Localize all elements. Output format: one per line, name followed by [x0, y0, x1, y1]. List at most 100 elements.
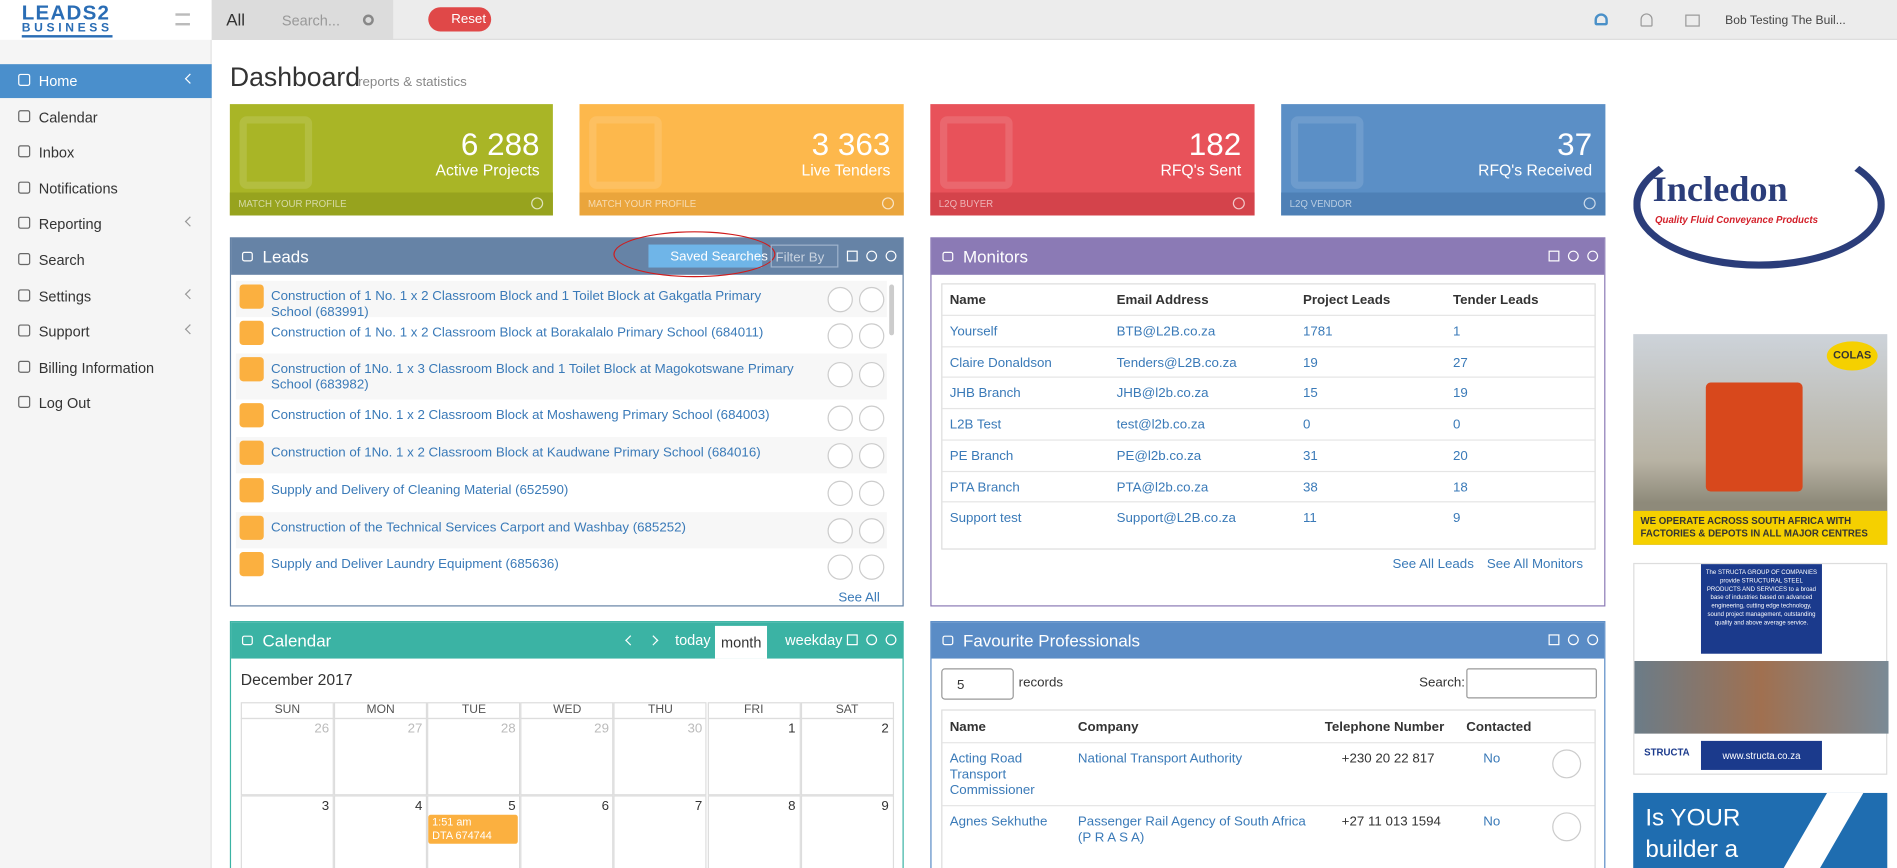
lead-action[interactable]: [827, 443, 853, 469]
sidebar-item[interactable]: Home: [0, 64, 212, 99]
lead-action[interactable]: [858, 518, 885, 544]
panel-control[interactable]: [1567, 250, 1579, 262]
filter-dropdown[interactable]: Filter By: [770, 244, 839, 268]
panel-control[interactable]: [1548, 634, 1560, 646]
day-cell[interactable]: 9: [800, 795, 894, 868]
lead-link[interactable]: Construction of the Technical Services C…: [270, 520, 686, 536]
table-cell[interactable]: 1781: [1302, 324, 1333, 339]
inbox-icon[interactable]: [1685, 14, 1700, 27]
sidebar-item[interactable]: Calendar: [0, 100, 212, 134]
see-all-leads-link[interactable]: See All Leads: [1392, 556, 1474, 572]
calendar-view-button[interactable]: week: [785, 631, 820, 649]
ad-incledon[interactable]: Incledon Quality Fluid Conveyance Product…: [1633, 133, 1887, 269]
table-cell[interactable]: 9: [1452, 511, 1461, 526]
table-cell[interactable]: PE@l2b.co.za: [1116, 448, 1202, 464]
day-cell[interactable]: 8: [707, 795, 801, 868]
lead-link[interactable]: Construction of 1 No. 1 x 2 Classroom Bl…: [270, 325, 764, 341]
reset-button[interactable]: Reset: [428, 7, 492, 32]
table-cell[interactable]: Yourself: [949, 324, 998, 339]
sidebar-item[interactable]: Inbox: [0, 136, 212, 170]
table-cell[interactable]: PTA Branch: [949, 480, 1020, 495]
panel-control[interactable]: [866, 250, 878, 262]
table-cell[interactable]: Agnes Sekhuthe: [949, 814, 1048, 830]
lead-action[interactable]: [827, 480, 853, 507]
sidebar-item[interactable]: Billing Information: [0, 351, 212, 385]
table-cell[interactable]: 15: [1302, 386, 1318, 402]
panel-control[interactable]: [1587, 250, 1599, 262]
column-header[interactable]: Company: [1077, 720, 1139, 735]
panel-control[interactable]: [885, 250, 897, 262]
ad-colas[interactable]: COLAS WE OPERATE ACROSS SOUTH AFRICA WITH…: [1633, 334, 1888, 545]
panel-control[interactable]: [1567, 634, 1579, 646]
stat-tile[interactable]: 182 RFQ's Sent L2Q BUYER: [930, 104, 1255, 216]
table-cell[interactable]: Passenger Rail Agency of South Africa (P…: [1077, 814, 1306, 845]
ad-structa[interactable]: The STRUCTA GROUP OF COMPANIES provide S…: [1633, 562, 1889, 775]
table-cell[interactable]: PTA@l2b.co.za: [1116, 480, 1209, 495]
lead-action[interactable]: [827, 405, 853, 431]
lead-action[interactable]: [827, 323, 853, 349]
lead-link[interactable]: Construction of 1No. 1 x 3 Classroom Blo…: [270, 361, 794, 393]
see-all-monitors-link[interactable]: See All Monitors: [1486, 556, 1584, 572]
lead-action[interactable]: [858, 480, 885, 507]
stat-tile[interactable]: 37 RFQ's Received L2Q VENDOR: [1281, 104, 1606, 216]
table-cell[interactable]: 19: [1452, 386, 1468, 402]
see-all-link[interactable]: See All: [838, 590, 880, 606]
day-cell[interactable]: 5: [427, 795, 521, 868]
panel-control[interactable]: [846, 250, 858, 262]
panel-control[interactable]: [885, 634, 897, 646]
lead-action[interactable]: [827, 361, 853, 388]
day-cell[interactable]: 6: [520, 795, 614, 868]
calendar-view-button[interactable]: month: [714, 625, 768, 659]
day-cell[interactable]: 3: [240, 795, 335, 868]
headset-icon[interactable]: [1594, 13, 1608, 26]
table-cell[interactable]: L2B Test: [949, 417, 1002, 433]
sidebar-item[interactable]: Support: [0, 315, 212, 349]
panel-control[interactable]: [866, 634, 878, 646]
table-cell[interactable]: 27: [1452, 355, 1468, 371]
lead-link[interactable]: Supply and Delivery of Cleaning Material…: [270, 483, 569, 498]
lead-action[interactable]: [858, 361, 885, 388]
lead-link[interactable]: Construction of 1 No. 1 x 2 Classroom Bl…: [270, 289, 762, 320]
user-menu[interactable]: Bob Testing The Buil...: [1725, 14, 1846, 28]
panel-control[interactable]: [1587, 634, 1599, 646]
table-cell[interactable]: BTB@L2B.co.za: [1116, 324, 1216, 339]
lead-action[interactable]: [827, 518, 853, 544]
delete-button[interactable]: [1552, 749, 1582, 779]
day-cell[interactable]: 29: [520, 717, 614, 796]
calendar-event[interactable]: 1:51 am DTA 674744: [428, 814, 519, 844]
day-cell[interactable]: 30: [613, 717, 708, 796]
table-cell[interactable]: PE Branch: [949, 448, 1014, 464]
panel-control[interactable]: [1548, 250, 1560, 262]
stat-tile[interactable]: 3 363 Live Tenders MATCH YOUR PROFILE: [579, 104, 904, 216]
lead-action[interactable]: [858, 554, 885, 580]
day-cell[interactable]: 7: [613, 795, 708, 868]
table-cell[interactable]: National Transport Authority: [1077, 751, 1243, 767]
bell-icon[interactable]: [1640, 13, 1653, 27]
sidebar-item[interactable]: Settings: [0, 279, 212, 313]
table-cell[interactable]: 0: [1302, 417, 1311, 433]
search-input[interactable]: Search...: [281, 12, 340, 30]
search-box[interactable]: [1466, 668, 1597, 699]
table-cell[interactable]: test@l2b.co.za: [1116, 417, 1205, 433]
lead-action[interactable]: [858, 286, 885, 313]
day-cell[interactable]: 1: [707, 717, 801, 796]
table-cell[interactable]: 18: [1452, 480, 1468, 495]
table-cell[interactable]: Tenders@L2B.co.za: [1116, 355, 1237, 371]
table-cell[interactable]: JHB@l2b.co.za: [1116, 386, 1209, 402]
calendar-view-button[interactable]: day: [819, 631, 843, 649]
column-header[interactable]: Name: [949, 720, 986, 735]
table-cell[interactable]: Support test: [949, 511, 1022, 526]
lead-action[interactable]: [827, 554, 853, 580]
day-cell[interactable]: 26: [240, 717, 335, 796]
ad-builder[interactable]: Is YOUR builder a: [1633, 792, 1888, 868]
table-cell[interactable]: 31: [1302, 448, 1318, 464]
lead-action[interactable]: [858, 405, 885, 431]
day-cell[interactable]: 2: [800, 717, 894, 796]
length-select[interactable]: 5: [941, 668, 1014, 700]
table-cell[interactable]: Support@L2B.co.za: [1116, 511, 1236, 526]
table-cell[interactable]: 38: [1302, 480, 1318, 495]
menu-toggle[interactable]: [175, 13, 190, 26]
table-cell[interactable]: No: [1483, 814, 1501, 830]
sidebar-item[interactable]: Reporting: [0, 207, 212, 241]
table-cell[interactable]: 11: [1302, 511, 1317, 526]
